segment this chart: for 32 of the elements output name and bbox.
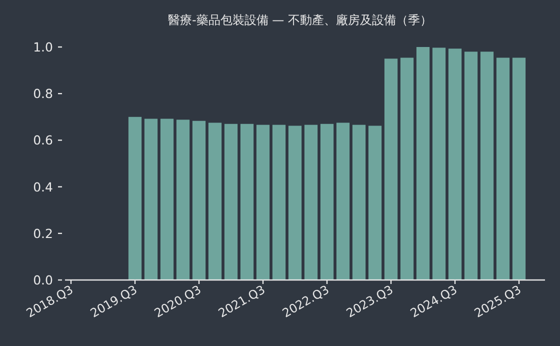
bar — [128, 116, 142, 280]
bar — [384, 58, 398, 280]
bar — [320, 124, 334, 280]
bar — [496, 58, 510, 280]
bar — [352, 124, 366, 280]
bar — [368, 126, 382, 280]
y-tick-label: 0.6 — [33, 132, 54, 148]
y-tick-label: 1.0 — [33, 40, 54, 54]
bar — [448, 48, 462, 280]
bar — [416, 47, 430, 280]
bar — [512, 58, 526, 280]
y-tick-label: 0.4 — [33, 179, 54, 194]
chart-title: 醫療-藥品包裝設備 — 不動產、廠房及設備（季） — [168, 13, 432, 27]
y-tick-label: 0.0 — [33, 272, 54, 288]
bar — [176, 120, 190, 280]
bar — [432, 48, 446, 280]
bar — [192, 120, 206, 280]
bar — [480, 52, 494, 280]
bar — [256, 124, 270, 280]
y-tick-label: 0.8 — [33, 86, 54, 102]
bar — [464, 52, 478, 280]
bar — [400, 58, 414, 280]
bar — [240, 124, 254, 280]
bar — [288, 126, 302, 280]
bar — [224, 124, 238, 280]
bar — [272, 124, 286, 280]
bar — [144, 118, 158, 280]
bar — [160, 118, 174, 280]
bar — [208, 122, 222, 280]
bar — [336, 122, 350, 280]
y-tick-label: 0.2 — [33, 226, 53, 241]
bar — [304, 124, 318, 280]
